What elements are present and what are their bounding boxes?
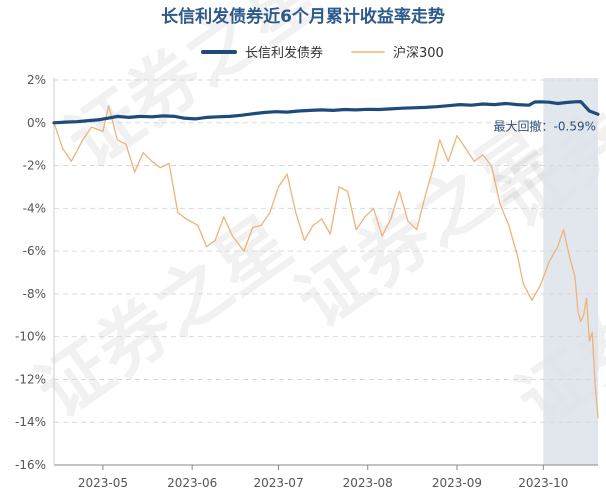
y-tick-label: -12%	[15, 372, 46, 386]
max-drawdown-annotation: 最大回撤：-0.59%	[494, 119, 596, 134]
series-line-fund	[52, 100, 600, 125]
y-tick-label: 2%	[27, 73, 46, 87]
x-tick-label: 2023-05	[78, 476, 128, 490]
shaded-recent-period	[543, 78, 598, 465]
x-tick-label: 2023-06	[167, 476, 217, 490]
watermark-text: 证券之星	[22, 200, 306, 434]
x-tick-label: 2023-07	[253, 476, 303, 490]
y-tick-label: 0%	[27, 116, 46, 130]
x-tick-label: 2023-10	[518, 476, 568, 490]
x-tick-label: 2023-08	[343, 476, 393, 490]
y-tick-label: -14%	[15, 415, 46, 429]
grid-layer: 2% 0% -2% -4% -6% -8% -10% -12% -14% -16%	[15, 73, 598, 472]
y-tick-label: -10%	[15, 330, 46, 344]
y-tick-label: -6%	[23, 244, 46, 258]
y-tick-label: -2%	[23, 159, 46, 173]
legend-label: 长信利发债券	[245, 45, 323, 61]
legend-layer: 长信利发债券 沪深300	[201, 45, 444, 61]
chart-title: 长信利发债券近6个月累计收益率走势	[161, 6, 445, 27]
watermark-text: 证券之星	[52, 0, 336, 184]
watermark-layer: 证券之星证券之星证券之星证券之星证券之星	[22, 0, 606, 444]
axis-layer: 2023-05 2023-06 2023-07 2023-08 2023-09 2023-…	[53, 78, 598, 490]
x-tick-label: 2023-09	[432, 476, 482, 490]
series-layer	[52, 100, 600, 419]
y-tick-label: -8%	[23, 287, 46, 301]
legend-label: 沪深300	[393, 45, 444, 61]
y-tick-label: -4%	[23, 201, 46, 215]
series-line-hs300	[53, 105, 599, 419]
y-tick-label: -16%	[15, 458, 46, 472]
shade-layer	[543, 78, 598, 465]
